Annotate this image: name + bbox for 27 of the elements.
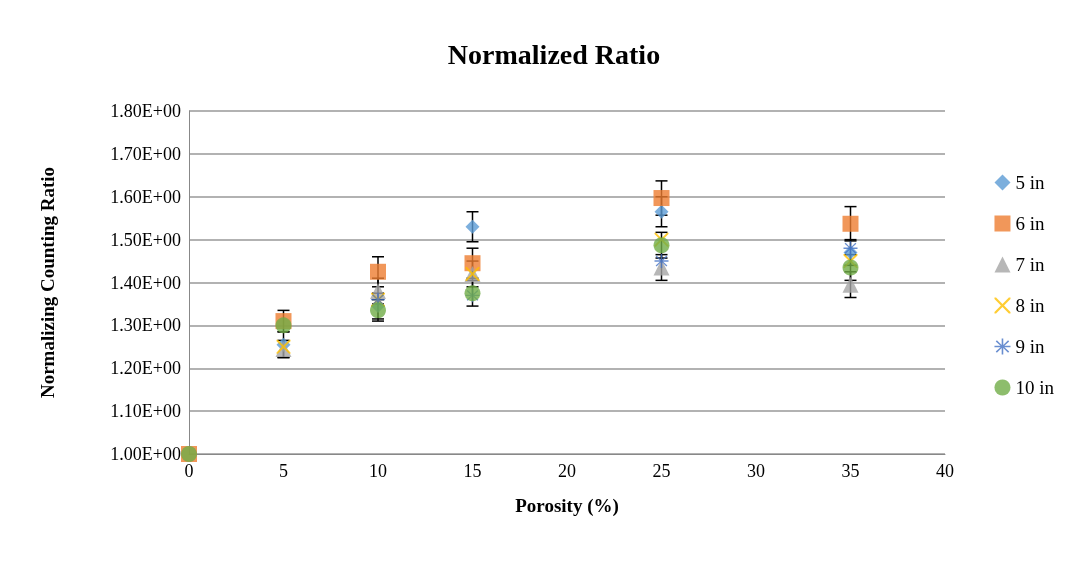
- chart-title: Normalized Ratio: [447, 38, 661, 70]
- y-tick-label: 1.30E+00: [110, 315, 181, 336]
- y-tick-label: 1.50E+00: [110, 229, 181, 250]
- x-tick-label: 35: [841, 461, 860, 481]
- legend-label: 10 in: [1015, 377, 1055, 398]
- y-tick-label: 1.70E+00: [110, 143, 181, 164]
- x-tick-label: 10: [369, 461, 387, 481]
- x-tick-label: 20: [558, 461, 576, 481]
- legend-label: 8 in: [1015, 295, 1045, 316]
- y-tick-label: 1.40E+00: [110, 272, 181, 293]
- x-tick-label: 30: [747, 461, 765, 481]
- y-tick-label: 1.00E+00: [110, 444, 181, 464]
- x-tick-label: 15: [463, 461, 482, 481]
- x-tick-label: 25: [652, 461, 671, 481]
- x-tick-label: 40: [936, 461, 954, 481]
- y-tick-label: 1.20E+00: [110, 358, 181, 379]
- y-tick-label: 1.80E+00: [110, 101, 181, 121]
- legend-label: 7 in: [1015, 254, 1045, 275]
- legend-label: 5 in: [1015, 172, 1045, 193]
- legend-label: 9 in: [1015, 336, 1045, 357]
- y-tick-label: 1.10E+00: [110, 401, 181, 422]
- x-tick-label: 0: [184, 461, 194, 481]
- x-tick-label: 5: [279, 461, 288, 481]
- x-axis-title: Porosity (%): [515, 495, 619, 517]
- y-tick-label: 1.60E+00: [110, 186, 181, 207]
- legend-label: 6 in: [1015, 213, 1045, 234]
- y-axis-title: Normalizing Counting Ratio: [37, 166, 58, 399]
